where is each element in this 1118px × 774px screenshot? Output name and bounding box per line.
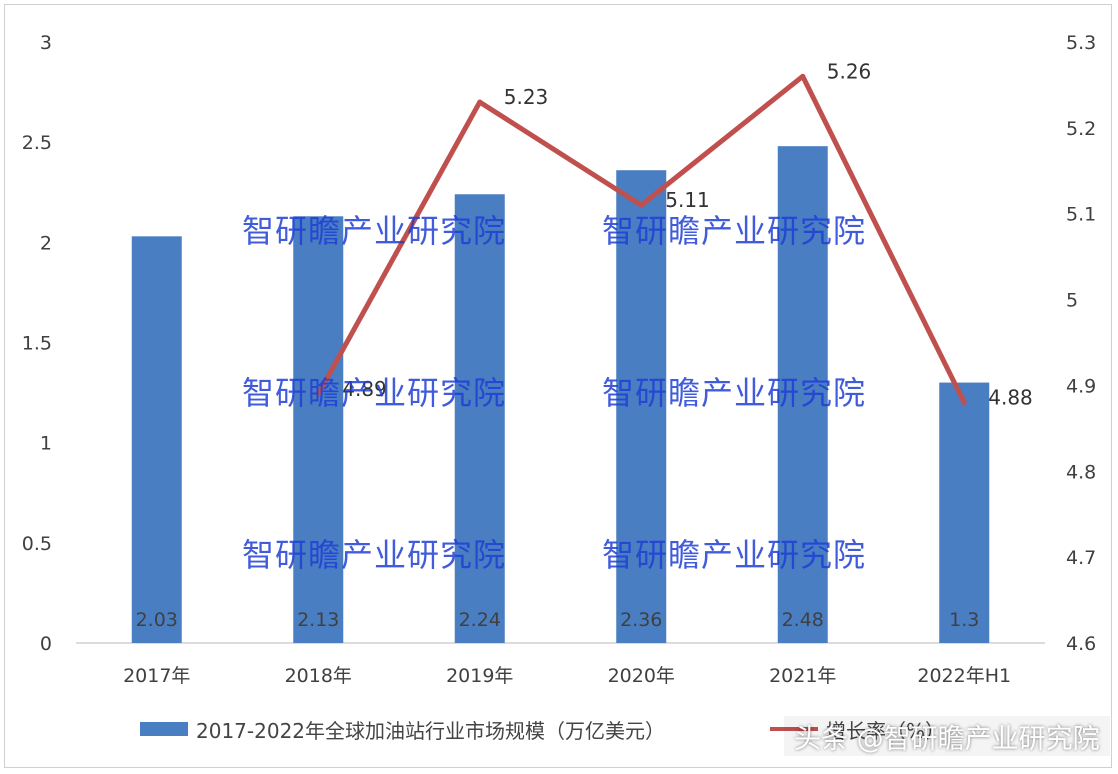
legend-bar-swatch [140,722,188,736]
right-tick-label: 5.1 [1066,204,1096,226]
left-tick-label: 1.5 [22,333,52,355]
left-tick-label: 2.5 [22,132,52,154]
bar-value-label: 2.24 [459,609,501,631]
left-tick-label: 0 [40,633,52,655]
line-value-label: 5.11 [665,188,710,212]
right-axis-ticks: 4.6 4.7 4.8 4.9 5 5.1 5.2 5.3 [1066,32,1096,655]
line-data-labels: 4.89 5.23 5.11 5.26 4.88 [342,59,1033,409]
right-tick-label: 5 [1066,290,1078,312]
right-tick-label: 4.9 [1066,375,1096,397]
right-tick-label: 5.3 [1066,32,1096,54]
left-tick-label: 1 [40,433,52,455]
right-tick-label: 5.2 [1066,118,1096,140]
bar [131,236,182,643]
bar [777,146,828,643]
source-credit: 头条 @智研瞻产业研究院 [784,716,1110,756]
right-tick-label: 4.8 [1066,461,1096,483]
category-label: 2020年 [608,665,675,687]
left-tick-label: 0.5 [22,533,52,555]
bar-data-labels: 2.03 2.13 2.24 2.36 2.48 1.3 [136,609,980,631]
legend-bar-label: 2017-2022年全球加油站行业市场规模（万亿美元） [196,718,666,743]
bar [454,194,505,643]
category-label: 2018年 [285,665,352,687]
bar-value-label: 2.03 [136,609,178,631]
left-tick-label: 3 [40,32,52,54]
line-value-label: 4.89 [342,377,387,401]
category-label: 2017年 [123,665,190,687]
chart-frame [4,4,1112,768]
watermark-1: 智研瞻产业研究院 [242,212,507,250]
bar-value-label: 2.36 [620,609,662,631]
right-tick-label: 4.7 [1066,547,1096,569]
line-point [961,400,967,406]
right-tick-label: 4.6 [1066,633,1096,655]
watermark-6: 智研瞻产业研究院 [602,536,867,574]
line-value-label: 5.23 [504,85,549,109]
legend-bar-series: 2017-2022年全球加油站行业市场规模（万亿美元） [140,714,665,744]
legend-line-label: 增长率（%） [826,718,946,743]
watermark-3: 智研瞻产业研究院 [242,374,507,412]
line-value-label: 5.26 [827,59,872,83]
bar-value-label: 2.48 [782,609,824,631]
left-tick-label: 2 [40,232,52,254]
watermark-4: 智研瞻产业研究院 [602,374,867,412]
category-label: 2019年 [446,665,513,687]
line-point [315,391,321,397]
watermark-2: 智研瞻产业研究院 [602,212,867,250]
category-label: 2021年 [769,665,836,687]
bar-value-label: 1.3 [949,609,979,631]
line-point [477,99,483,105]
line-point [800,73,806,79]
line-point [638,202,644,208]
left-axis-ticks: 0 0.5 1 1.5 2 2.5 3 [22,32,52,655]
category-label: 2022年H1 [917,665,1011,687]
category-labels: 2017年 2018年 2019年 2020年 2021年 2022年H1 [123,665,1011,687]
bar [616,170,667,644]
watermark-5: 智研瞻产业研究院 [242,536,507,574]
bar [939,382,990,643]
line-value-label: 4.88 [988,386,1033,410]
bar [293,216,344,644]
bar-value-label: 2.13 [297,609,339,631]
legend-line-series: 增长率（%） [770,714,945,744]
line-series [315,73,967,406]
bar-series [131,146,990,644]
legend-line-swatch [770,727,818,731]
